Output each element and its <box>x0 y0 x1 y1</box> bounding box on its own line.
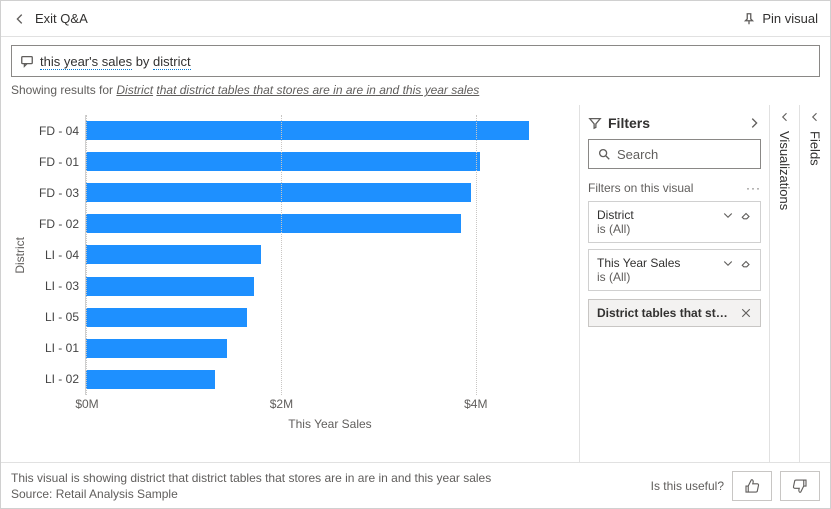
eraser-icon[interactable] <box>740 209 752 221</box>
body: District FD - 04 FD - 01 FD - 03 FD - 02 LI … <box>1 105 830 462</box>
x-axis: $0M$2M$4M <box>87 395 573 413</box>
bar[interactable] <box>86 183 471 202</box>
search-placeholder: Search <box>617 147 658 162</box>
bar[interactable] <box>86 245 261 264</box>
filters-pane: Filters Search Filters on this visual ··… <box>580 105 770 462</box>
footer-source: Source: Retail Analysis Sample <box>11 487 491 501</box>
footer: This visual is showing district that dis… <box>1 462 830 508</box>
y-category: FD - 02 <box>29 217 79 231</box>
bar[interactable] <box>86 214 461 233</box>
more-icon[interactable]: ··· <box>746 181 761 195</box>
filter-icon <box>588 116 602 130</box>
bar[interactable] <box>86 339 227 358</box>
filter-card[interactable]: Districtis (All) <box>588 201 761 243</box>
bar[interactable] <box>86 277 254 296</box>
visualizations-label: Visualizations <box>777 131 792 210</box>
filter-name: This Year Sales <box>597 256 680 270</box>
qa-input[interactable]: this year's sales by district <box>11 45 820 77</box>
pin-visual-button[interactable]: Pin visual <box>742 11 818 26</box>
useful-label: Is this useful? <box>651 479 724 493</box>
gridline <box>476 115 477 395</box>
x-tick: $2M <box>270 397 293 411</box>
filters-section-title: Filters on this visual <box>588 181 693 195</box>
bar[interactable] <box>86 121 529 140</box>
chevron-left-icon <box>13 12 27 26</box>
plot-area <box>85 115 573 395</box>
footer-description: This visual is showing district that dis… <box>11 471 491 485</box>
fields-label: Fields <box>808 131 823 166</box>
y-category: FD - 01 <box>29 155 79 169</box>
x-tick: $0M <box>75 397 98 411</box>
y-axis-label: District <box>11 237 29 274</box>
exit-qa-button[interactable]: Exit Q&A <box>13 11 88 26</box>
x-axis-label: This Year Sales <box>87 417 573 431</box>
y-category: LI - 01 <box>29 341 79 355</box>
visualizations-pane-collapsed[interactable]: Visualizations <box>770 105 800 462</box>
filter-chip[interactable]: District tables that store... <box>588 299 761 327</box>
thumbs-down-button[interactable] <box>780 471 820 501</box>
header: Exit Q&A Pin visual <box>1 1 830 37</box>
search-icon <box>597 147 611 161</box>
y-category: FD - 03 <box>29 186 79 200</box>
right-rail: Filters Search Filters on this visual ··… <box>579 105 830 462</box>
gridline <box>281 115 282 395</box>
close-icon[interactable] <box>740 307 752 319</box>
y-category: LI - 03 <box>29 279 79 293</box>
results-summary: Showing results for District that distri… <box>1 83 830 105</box>
chart-canvas: District FD - 04 FD - 01 FD - 03 FD - 02 LI … <box>1 105 579 462</box>
chevron-right-icon[interactable] <box>747 116 761 130</box>
chevron-down-icon[interactable] <box>722 257 734 269</box>
chevron-left-icon <box>809 111 821 123</box>
filter-name: District <box>597 208 634 222</box>
pin-visual-label: Pin visual <box>762 11 818 26</box>
y-category: LI - 02 <box>29 372 79 386</box>
y-category: LI - 04 <box>29 248 79 262</box>
thumbs-up-button[interactable] <box>732 471 772 501</box>
exit-qa-label: Exit Q&A <box>35 11 88 26</box>
thumbs-down-icon <box>791 477 809 495</box>
pin-icon <box>742 12 756 26</box>
filter-card[interactable]: This Year Salesis (All) <box>588 249 761 291</box>
filters-title: Filters <box>608 115 650 131</box>
thumbs-up-icon <box>743 477 761 495</box>
bar[interactable] <box>86 370 215 389</box>
bar[interactable] <box>86 308 247 327</box>
chevron-left-icon <box>779 111 791 123</box>
filter-summary: is (All) <box>597 270 752 284</box>
eraser-icon[interactable] <box>740 257 752 269</box>
chevron-down-icon[interactable] <box>722 209 734 221</box>
qa-icon <box>20 54 34 68</box>
y-categories: FD - 04 FD - 01 FD - 03 FD - 02 LI - 04 LI - … <box>29 115 85 395</box>
bar[interactable] <box>86 152 480 171</box>
fields-pane-collapsed[interactable]: Fields <box>800 105 830 462</box>
y-category: FD - 04 <box>29 124 79 138</box>
filters-search-input[interactable]: Search <box>588 139 761 169</box>
gridline <box>86 115 87 395</box>
filter-summary: is (All) <box>597 222 752 236</box>
filter-chip-label: District tables that store... <box>597 306 734 320</box>
x-tick: $4M <box>464 397 487 411</box>
y-category: LI - 05 <box>29 310 79 324</box>
qa-text: this year's sales by district <box>40 54 191 69</box>
